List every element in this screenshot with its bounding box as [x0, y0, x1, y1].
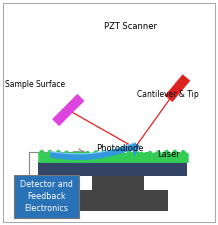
Bar	[14, 175, 79, 218]
Bar	[52, 94, 84, 126]
Bar	[92, 175, 144, 191]
Text: Detector and
Feedback
Electronics: Detector and Feedback Electronics	[20, 180, 73, 213]
Bar	[68, 189, 168, 211]
Bar	[38, 162, 187, 176]
Text: Laser: Laser	[157, 151, 180, 160]
Polygon shape	[130, 145, 140, 157]
Bar	[165, 74, 190, 102]
Text: PZT Scanner: PZT Scanner	[104, 22, 157, 31]
Text: Cantilever & Tip: Cantilever & Tip	[137, 90, 199, 99]
Text: Sample Surface: Sample Surface	[5, 80, 65, 89]
Text: Photodiode: Photodiode	[96, 144, 143, 153]
